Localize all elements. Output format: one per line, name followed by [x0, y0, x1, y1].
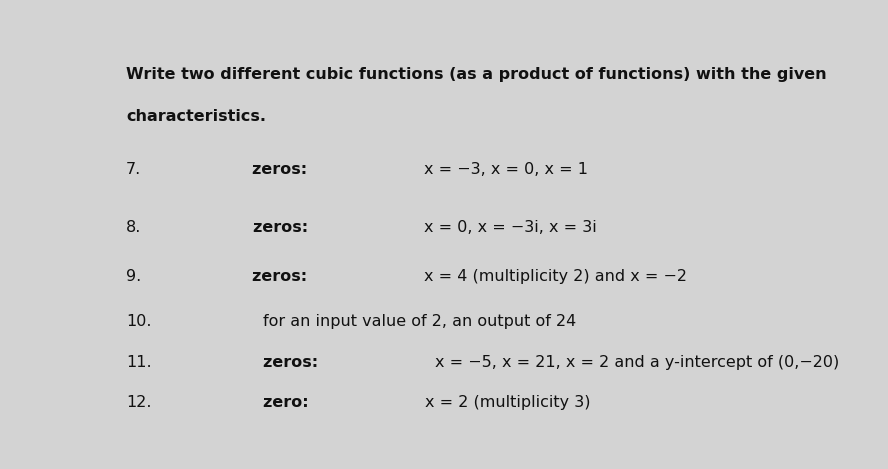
Text: 7.: 7.	[126, 162, 141, 177]
Text: 9.: 9.	[126, 269, 141, 284]
Text: zeros:: zeros:	[263, 356, 323, 371]
Text: x = −3, x = 0, x = 1: x = −3, x = 0, x = 1	[424, 162, 588, 177]
Text: Write two different cubic functions (as a product of functions) with the given: Write two different cubic functions (as …	[126, 67, 827, 82]
Text: x = 4 (multiplicity 2) and x = −2: x = 4 (multiplicity 2) and x = −2	[424, 269, 687, 284]
Text: x = 0, x = −3i, x = 3i: x = 0, x = −3i, x = 3i	[424, 220, 597, 235]
Text: zeros:: zeros:	[252, 162, 313, 177]
Text: 10.: 10.	[126, 314, 152, 329]
Text: 8.: 8.	[126, 220, 141, 235]
Text: for an input value of 2, an output of 24: for an input value of 2, an output of 24	[263, 314, 576, 329]
Text: 11.: 11.	[126, 356, 152, 371]
Text: zeros:: zeros:	[252, 269, 313, 284]
Text: characteristics.: characteristics.	[126, 109, 266, 124]
Text: x = −5, x = 21, x = 2 and a y-intercept of (0,−20): x = −5, x = 21, x = 2 and a y-intercept …	[434, 356, 839, 371]
Text: 12.: 12.	[126, 395, 152, 410]
Text: zeros:: zeros:	[252, 220, 313, 235]
Text: zero:: zero:	[263, 395, 313, 410]
Text: x = 2 (multiplicity 3): x = 2 (multiplicity 3)	[424, 395, 591, 410]
